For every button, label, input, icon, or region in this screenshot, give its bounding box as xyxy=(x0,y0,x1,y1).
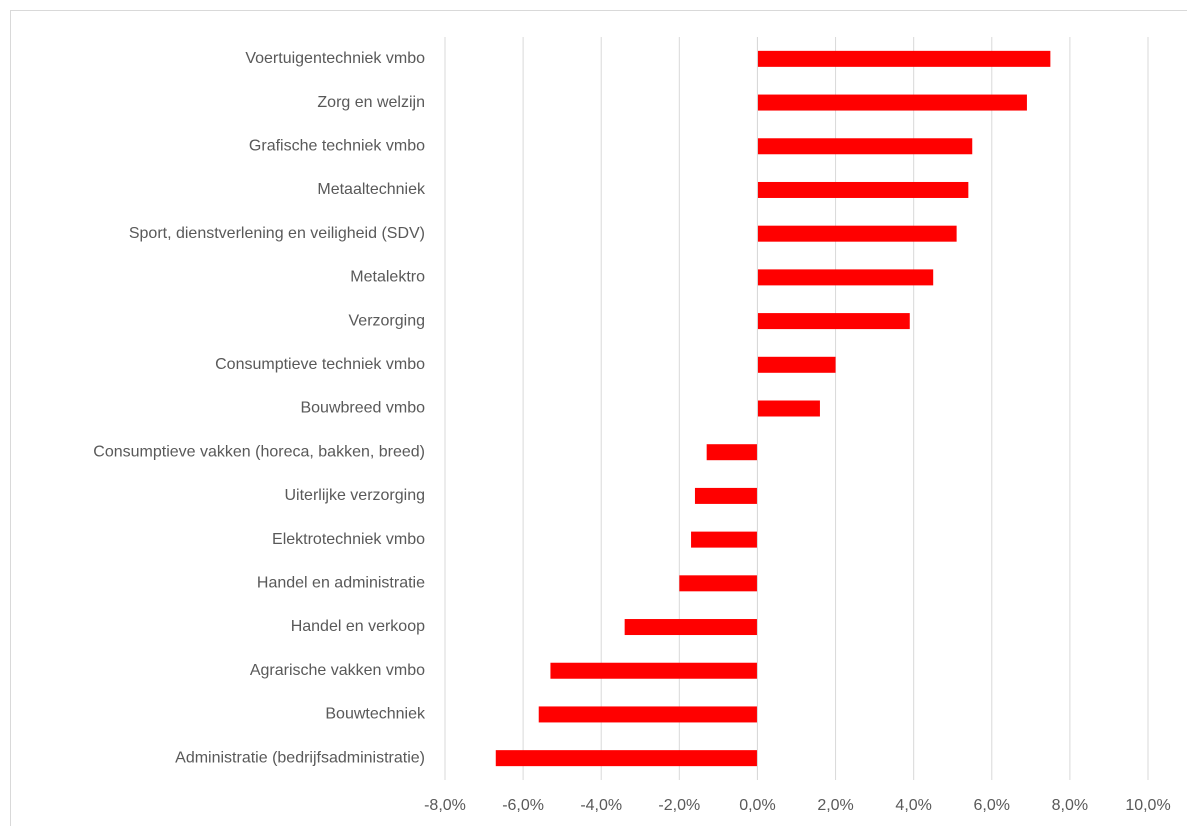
y-tick-label: Verzorging xyxy=(349,312,426,329)
x-tick-label: 0,0% xyxy=(739,797,775,814)
bar xyxy=(679,575,758,592)
y-tick-label: Handel en verkoop xyxy=(291,618,425,635)
bar xyxy=(691,531,758,548)
x-tick-label: 6,0% xyxy=(974,797,1010,814)
y-tick-label: Bouwtechniek xyxy=(325,706,426,723)
bar xyxy=(538,706,758,723)
bar xyxy=(495,750,758,767)
bar xyxy=(757,94,1027,111)
x-tick-label: -6,0% xyxy=(502,797,544,814)
y-tick-label: Metalektro xyxy=(350,269,425,286)
bar xyxy=(706,444,758,461)
x-tick-label: -8,0% xyxy=(424,797,466,814)
y-tick-label: Voertuigentechniek vmbo xyxy=(245,50,425,67)
chart-frame xyxy=(10,10,1187,826)
bar xyxy=(757,269,934,286)
bar xyxy=(757,138,973,155)
y-tick-label: Bouwbreed vmbo xyxy=(300,400,425,417)
y-tick-label: Consumptieve vakken (horeca, bakken, bre… xyxy=(93,443,425,460)
x-tick-label: 10,0% xyxy=(1125,797,1170,814)
x-tick-label: 8,0% xyxy=(1052,797,1088,814)
bar xyxy=(694,487,758,504)
y-tick-label: Administratie (bedrijfsadministratie) xyxy=(175,749,425,766)
x-tick-label: 4,0% xyxy=(895,797,931,814)
bar xyxy=(757,50,1051,67)
x-tick-label: -2,0% xyxy=(658,797,700,814)
bar xyxy=(757,356,836,373)
x-tick-label: -4,0% xyxy=(580,797,622,814)
y-tick-label: Metaaltechniek xyxy=(317,181,426,198)
x-tick-label: 2,0% xyxy=(817,797,853,814)
y-tick-label: Agrarische vakken vmbo xyxy=(250,662,425,679)
y-tick-label: Uiterlijke verzorging xyxy=(285,487,426,504)
bar xyxy=(757,400,820,417)
bar xyxy=(757,181,969,198)
bar xyxy=(550,662,758,679)
y-tick-label: Zorg en welzijn xyxy=(317,94,425,111)
bar xyxy=(757,225,957,242)
y-tick-label: Grafische techniek vmbo xyxy=(249,137,425,154)
y-tick-label: Consumptieve techniek vmbo xyxy=(215,356,425,373)
y-tick-label: Sport, dienstverlening en veiligheid (SD… xyxy=(129,225,425,242)
bar xyxy=(624,619,758,636)
y-tick-label: Handel en administratie xyxy=(257,575,425,592)
bar xyxy=(757,313,910,330)
y-tick-label: Elektrotechniek vmbo xyxy=(272,531,425,548)
